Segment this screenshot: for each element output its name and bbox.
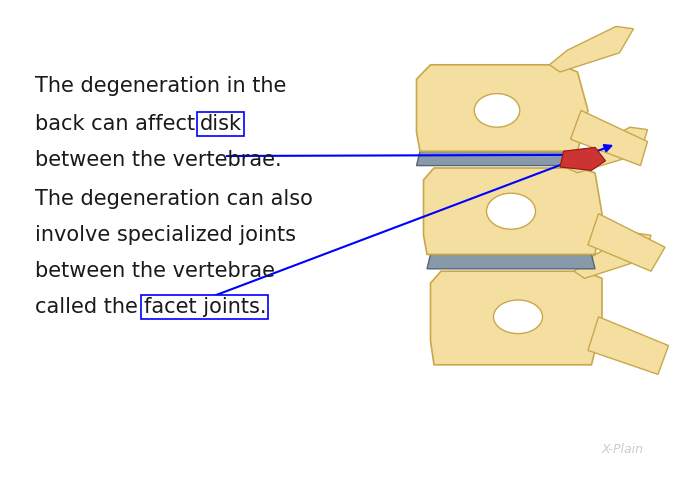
Polygon shape — [567, 127, 648, 173]
Polygon shape — [574, 233, 651, 278]
Text: between the vertebrae.: between the vertebrae. — [35, 150, 281, 170]
Text: The degeneration can also: The degeneration can also — [35, 189, 313, 209]
Ellipse shape — [494, 300, 542, 334]
Text: between the vertebrae: between the vertebrae — [35, 261, 275, 281]
Polygon shape — [427, 254, 595, 269]
Text: facet joints.: facet joints. — [144, 297, 266, 317]
Polygon shape — [570, 110, 648, 166]
Text: X-Plain: X-Plain — [602, 443, 644, 456]
Polygon shape — [416, 151, 581, 166]
Polygon shape — [588, 214, 665, 271]
Polygon shape — [550, 26, 634, 72]
Text: called the: called the — [35, 297, 144, 317]
Text: involve specialized joints: involve specialized joints — [35, 225, 296, 245]
Polygon shape — [416, 65, 588, 151]
Ellipse shape — [486, 193, 536, 229]
Polygon shape — [424, 168, 602, 254]
Polygon shape — [560, 147, 606, 170]
Text: The degeneration in the: The degeneration in the — [35, 76, 286, 96]
Polygon shape — [588, 317, 668, 374]
Text: disk: disk — [199, 114, 241, 134]
Ellipse shape — [475, 94, 519, 127]
Text: back can affect the: back can affect the — [35, 114, 242, 134]
Polygon shape — [430, 271, 602, 365]
